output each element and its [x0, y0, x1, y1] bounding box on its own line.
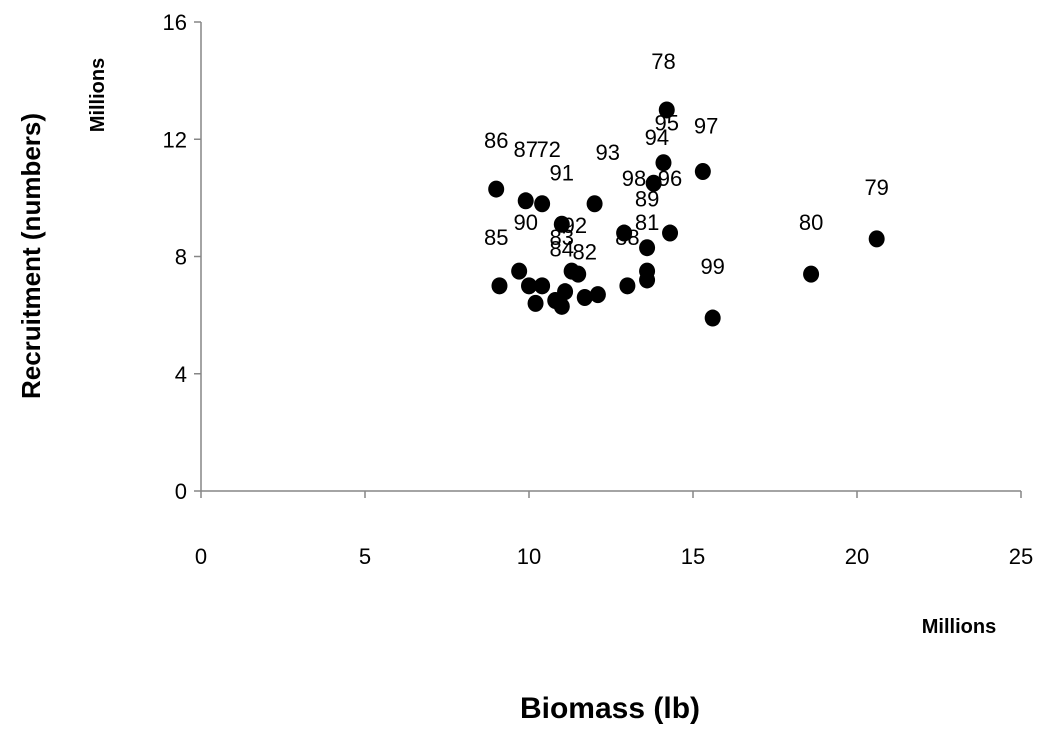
- data-point: [868, 230, 885, 248]
- point-label: 78: [651, 49, 675, 74]
- data-point: [527, 294, 544, 312]
- point-label: 93: [595, 140, 619, 165]
- data-point: [553, 297, 570, 315]
- y-tick-label: 12: [163, 127, 187, 152]
- data-point: [704, 309, 721, 327]
- point-label: 81: [635, 210, 659, 235]
- data-point: [511, 262, 528, 280]
- axes: 0 4 8 12 16 0 5 10 15 20 25: [163, 10, 1034, 569]
- data-point: [662, 224, 679, 242]
- point-label: 95: [655, 110, 679, 135]
- point-label: 88: [615, 225, 639, 250]
- data-point: [517, 192, 534, 210]
- x-tick-label: 10: [517, 544, 541, 569]
- point-label: 79: [864, 175, 888, 200]
- x-tick-label: 0: [195, 544, 207, 569]
- y-tick-label: 8: [175, 245, 187, 270]
- y-tick-label: 16: [163, 10, 187, 35]
- point-label: 86: [484, 128, 508, 153]
- x-tick-label: 5: [359, 544, 371, 569]
- point-label: 98: [622, 166, 646, 191]
- point-label: 87: [513, 137, 537, 162]
- point-label: 82: [573, 239, 597, 264]
- x-axis-title: Biomass (lb): [520, 692, 700, 725]
- point-label: 72: [536, 137, 560, 162]
- data-point: [534, 195, 551, 213]
- x-tick-label: 15: [681, 544, 705, 569]
- y-axis-title: Recruitment (numbers): [16, 113, 46, 399]
- y-tick-label: 4: [175, 362, 187, 387]
- data-point: [694, 162, 711, 180]
- point-label: 94: [645, 125, 669, 150]
- data-point: [803, 265, 820, 283]
- data-point: [488, 180, 505, 198]
- x-units-label: Millions: [922, 616, 996, 638]
- x-tick-label: 20: [845, 544, 869, 569]
- data-point: [521, 277, 537, 295]
- data-point: [639, 239, 656, 257]
- data-point: [619, 277, 636, 295]
- data-point: [639, 262, 656, 280]
- x-tick-label: 25: [1009, 544, 1033, 569]
- point-label: 96: [658, 166, 682, 191]
- data-point: [553, 215, 570, 233]
- point-label: 99: [700, 254, 724, 279]
- data-point: [491, 277, 508, 295]
- data-point: [616, 224, 633, 242]
- point-label: 85: [484, 225, 508, 250]
- data-point: [534, 277, 551, 295]
- data-point: [645, 174, 662, 192]
- point-label: 80: [799, 210, 823, 235]
- data-point: [658, 101, 675, 119]
- data-point: [589, 286, 606, 304]
- data-point: [586, 195, 603, 213]
- point-label: 90: [513, 210, 537, 235]
- data-points: [488, 101, 885, 327]
- data-point: [655, 154, 672, 172]
- point-label: 91: [550, 160, 574, 185]
- y-tick-label: 0: [175, 479, 187, 504]
- point-label: 97: [694, 113, 718, 138]
- y-units-label: Millions: [87, 58, 109, 132]
- data-point: [570, 265, 587, 283]
- data-point: [576, 289, 593, 307]
- point-label: 83: [550, 225, 574, 250]
- point-label: 84: [550, 237, 574, 262]
- point-label: 92: [563, 213, 587, 238]
- point-label: 89: [635, 187, 659, 212]
